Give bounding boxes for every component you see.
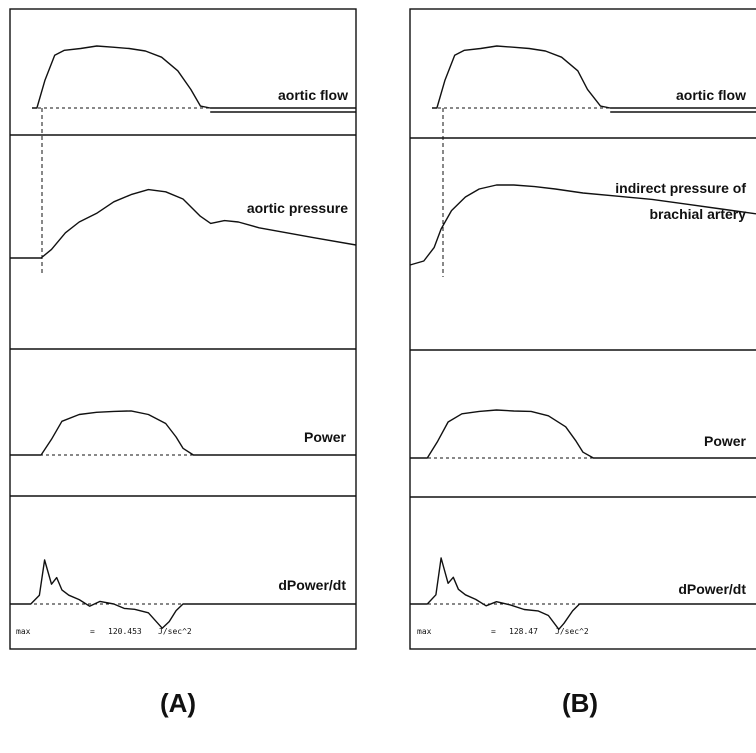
panel-a-label-power: Power: [304, 429, 347, 445]
panel-b-footer-eq: =: [491, 627, 496, 636]
panel-a: aortic flow aortic pressure Power dPower…: [9, 8, 357, 718]
panel-a-footer-label: max: [16, 627, 31, 636]
panel-b-pressure-trace: [409, 184, 756, 266]
panel-b-dpower-dt-trace: [410, 557, 756, 630]
panel-b-label-aortic-flow: aortic flow: [676, 87, 746, 103]
panel-a-label-dpower-dt: dPower/dt: [278, 577, 346, 593]
panel-b-aortic-flow-trace: [432, 45, 756, 109]
panel-b-label-indirect-pressure-line1: indirect pressure of: [615, 180, 746, 196]
panel-b-label-indirect-pressure-line2: brachial artery: [650, 206, 747, 222]
panel-a-frame: [9, 8, 357, 650]
panel-a-dpower-dt-trace: [10, 559, 356, 629]
panel-a-footer-value: 120.453: [108, 627, 142, 636]
panel-a-pressure-trace: [10, 188, 357, 259]
panel-a-label-aortic-flow: aortic flow: [278, 87, 348, 103]
panel-a-footer-unit: J/sec^2: [158, 627, 192, 636]
panel-b: aortic flow indirect pressure of brachia…: [409, 8, 756, 718]
panel-b-label-dpower-dt: dPower/dt: [678, 581, 746, 597]
panel-a-power-trace: [10, 410, 356, 456]
panel-b-footer-value: 128.47: [509, 627, 538, 636]
panel-a-aortic-flow-trace: [32, 45, 356, 109]
panel-b-footer-label: max: [417, 627, 432, 636]
panel-b-power-trace: [410, 409, 756, 459]
panel-a-footer-eq: =: [90, 627, 95, 636]
panel-b-frame: [409, 8, 756, 650]
panel-b-caption: (B): [562, 688, 598, 718]
panel-b-label-power: Power: [704, 433, 747, 449]
panel-b-footer-unit: J/sec^2: [555, 627, 589, 636]
panel-a-caption: (A): [160, 688, 196, 718]
panel-a-label-aortic-pressure: aortic pressure: [247, 200, 348, 216]
traces: [10, 45, 756, 630]
